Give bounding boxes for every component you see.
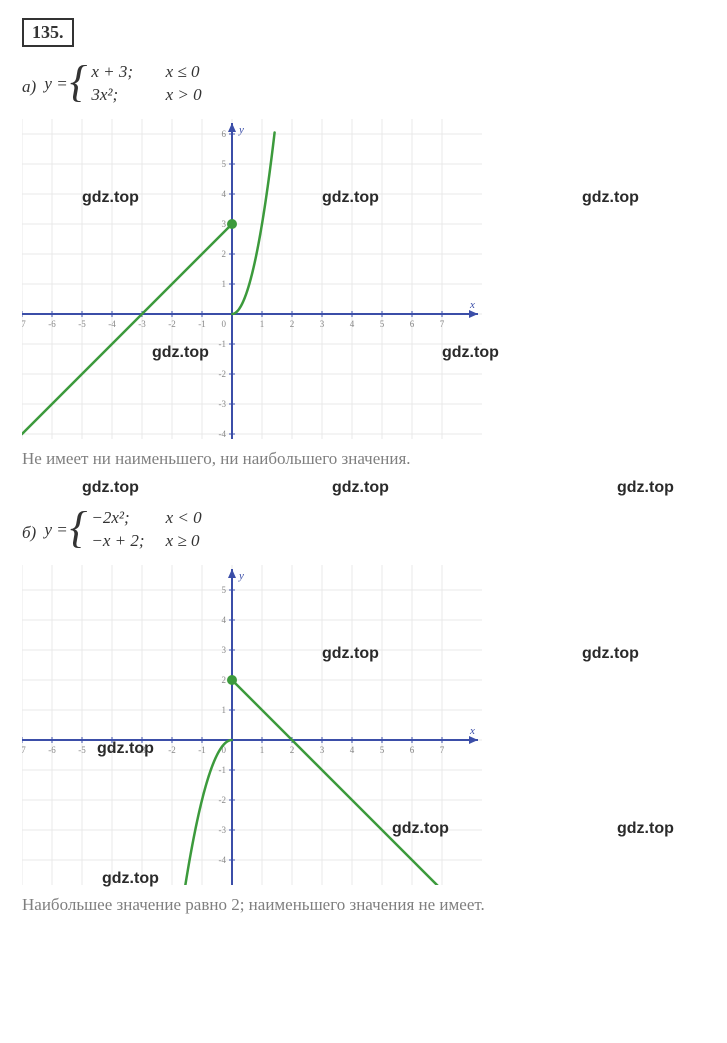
- watermark: gdz.top: [582, 645, 639, 663]
- svg-text:-3: -3: [219, 825, 227, 835]
- watermark: gdz.top: [82, 479, 139, 497]
- svg-text:-4: -4: [108, 745, 116, 755]
- watermark: gdz.top: [332, 479, 389, 497]
- svg-text:2: 2: [222, 675, 227, 685]
- svg-text:-2: -2: [219, 795, 227, 805]
- watermark: gdz.top: [582, 189, 639, 207]
- coordinate-plane: xy-7-6-5-4-3-2-11234567-5-4-3-2-11234560: [22, 119, 482, 439]
- svg-text:1: 1: [260, 745, 265, 755]
- svg-text:-7: -7: [22, 745, 26, 755]
- svg-text:3: 3: [222, 219, 227, 229]
- part-a-case1-cond: x ≤ 0: [166, 61, 200, 84]
- svg-text:-6: -6: [48, 319, 56, 329]
- svg-text:4: 4: [222, 189, 227, 199]
- svg-text:4: 4: [222, 615, 227, 625]
- part-b-case1-cond: x < 0: [166, 507, 202, 530]
- svg-text:x: x: [469, 299, 475, 311]
- svg-text:-6: -6: [48, 745, 56, 755]
- svg-text:1: 1: [222, 705, 227, 715]
- svg-text:5: 5: [380, 319, 385, 329]
- svg-text:-3: -3: [138, 745, 146, 755]
- svg-text:7: 7: [440, 319, 445, 329]
- problem-number: 135.: [22, 18, 74, 47]
- svg-text:1: 1: [260, 319, 265, 329]
- inter-watermarks: gdz.top gdz.top gdz.top: [22, 479, 702, 497]
- svg-text:-5: -5: [78, 745, 86, 755]
- part-b-definition: б) y = { −2x²; x < 0 −x + 2; x ≥ 0: [22, 507, 705, 559]
- svg-text:6: 6: [410, 745, 415, 755]
- part-b-chart: xy-7-6-5-4-3-2-11234567-6-5-4-3-2-112345…: [22, 565, 702, 885]
- svg-text:5: 5: [380, 745, 385, 755]
- svg-text:4: 4: [350, 745, 355, 755]
- part-b-case1-expr: −2x²;: [91, 507, 161, 530]
- svg-text:-1: -1: [198, 745, 206, 755]
- svg-text:2: 2: [290, 745, 295, 755]
- part-a-case1-expr: x + 3;: [91, 61, 161, 84]
- svg-text:3: 3: [222, 645, 227, 655]
- part-b-answer: Наибольшее значение равно 2; наименьшего…: [22, 895, 705, 915]
- svg-text:-1: -1: [219, 339, 227, 349]
- svg-text:-2: -2: [219, 369, 227, 379]
- brace-icon: {: [70, 60, 88, 104]
- svg-text:6: 6: [410, 319, 415, 329]
- part-b-lhs: y =: [44, 520, 67, 540]
- svg-text:2: 2: [290, 319, 295, 329]
- part-a-answer: Не имеет ни наименьшего, ни наибольшего …: [22, 449, 705, 469]
- part-a-case2-expr: 3x²;: [91, 84, 161, 107]
- svg-text:-3: -3: [219, 399, 227, 409]
- part-a-chart: xy-7-6-5-4-3-2-11234567-5-4-3-2-11234560…: [22, 119, 702, 439]
- svg-text:x: x: [469, 725, 475, 737]
- svg-text:4: 4: [350, 319, 355, 329]
- part-a-label: а): [22, 77, 36, 97]
- watermark: gdz.top: [617, 479, 674, 497]
- svg-text:-7: -7: [22, 319, 26, 329]
- part-a-lhs: y =: [44, 74, 67, 94]
- svg-text:7: 7: [440, 745, 445, 755]
- svg-text:-4: -4: [108, 319, 116, 329]
- svg-text:-4: -4: [219, 855, 227, 865]
- svg-text:0: 0: [222, 319, 227, 329]
- svg-text:6: 6: [222, 129, 227, 139]
- svg-text:y: y: [238, 124, 244, 136]
- svg-text:2: 2: [222, 249, 227, 259]
- svg-text:-3: -3: [138, 319, 146, 329]
- brace-icon: {: [70, 506, 88, 550]
- part-b-case2-cond: x ≥ 0: [166, 530, 200, 553]
- part-b-case2-expr: −x + 2;: [91, 530, 161, 553]
- coordinate-plane: xy-7-6-5-4-3-2-11234567-6-5-4-3-2-112345…: [22, 565, 482, 885]
- svg-text:-5: -5: [78, 319, 86, 329]
- svg-text:-2: -2: [168, 745, 176, 755]
- watermark: gdz.top: [617, 820, 674, 838]
- part-a-definition: а) y = { x + 3; x ≤ 0 3x²; x > 0: [22, 61, 705, 113]
- part-b-label: б): [22, 523, 36, 543]
- part-a-case2-cond: x > 0: [166, 84, 202, 107]
- svg-text:-1: -1: [219, 765, 227, 775]
- svg-text:1: 1: [222, 279, 227, 289]
- svg-text:-2: -2: [168, 319, 176, 329]
- svg-text:y: y: [238, 570, 244, 582]
- svg-text:5: 5: [222, 585, 227, 595]
- svg-text:-1: -1: [198, 319, 206, 329]
- svg-text:3: 3: [320, 319, 325, 329]
- svg-text:-4: -4: [219, 429, 227, 439]
- svg-text:5: 5: [222, 159, 227, 169]
- svg-text:3: 3: [320, 745, 325, 755]
